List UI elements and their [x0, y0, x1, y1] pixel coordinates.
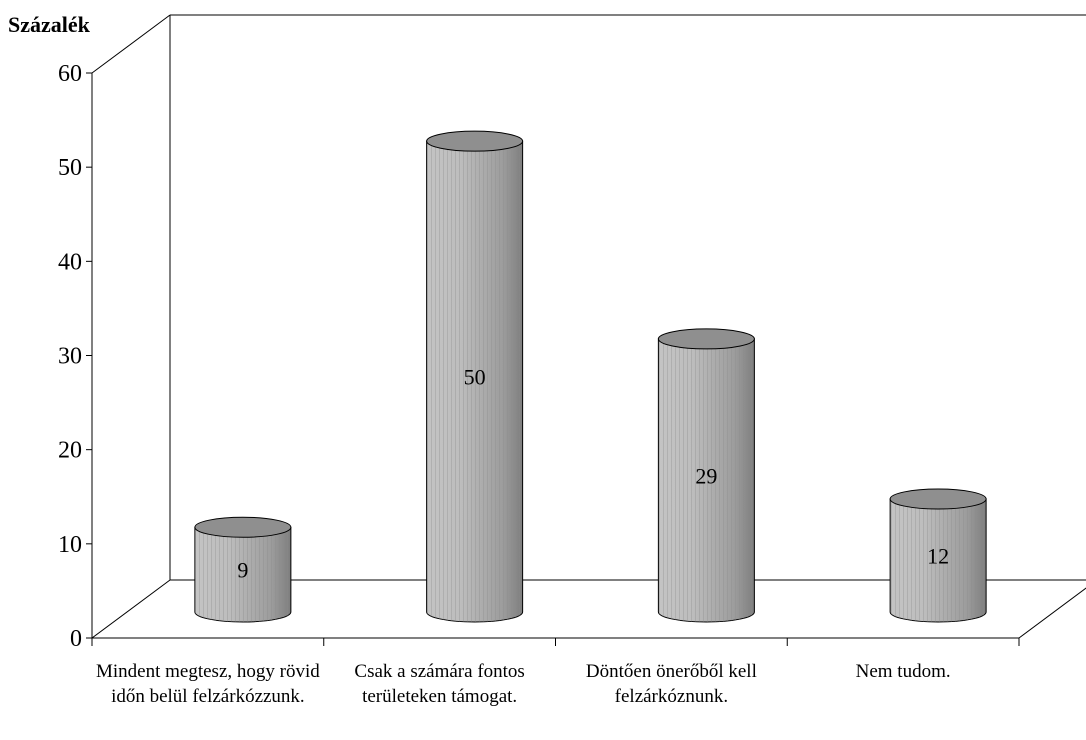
- data-labels: 9 50 29 12: [237, 365, 949, 583]
- x-category-label: Döntően önerőből kell felzárkóznunk.: [585, 661, 757, 707]
- y-axis: 0 10 20 30 40 50 60: [58, 61, 93, 652]
- y-tick-label: 0: [70, 626, 82, 652]
- y-axis-title: Százalék: [8, 12, 90, 37]
- y-tick-label: 20: [58, 438, 82, 464]
- floor-left-edge: [91, 579, 171, 639]
- chart-frame: [91, 14, 1086, 639]
- wall-diagonal-top: [91, 14, 171, 74]
- y-tick-label: 30: [58, 344, 82, 370]
- data-label: 12: [927, 544, 949, 569]
- bar-cylinder: [194, 516, 292, 623]
- x-axis: [91, 637, 1020, 646]
- bar-shading: [426, 141, 523, 622]
- bar-top: [426, 130, 524, 152]
- y-tick-label: 40: [58, 249, 82, 275]
- y-tick-label: 10: [58, 532, 82, 558]
- bar-series: [194, 130, 987, 623]
- bar-top: [657, 328, 755, 350]
- x-category-label: Nem tudom.: [855, 661, 951, 682]
- bar-shading: [658, 338, 755, 622]
- bar-cylinder: [426, 130, 524, 623]
- data-label: 50: [464, 365, 486, 390]
- bar-shading: [194, 527, 291, 622]
- data-label: 29: [695, 463, 717, 488]
- x-category-label: Mindent megtesz, hogy rövid időn belül f…: [96, 661, 320, 707]
- bar-cylinder: [889, 488, 987, 623]
- bar-top: [194, 516, 292, 538]
- bar-top: [889, 488, 987, 510]
- data-label: 9: [237, 558, 248, 583]
- floor-right-edge: [1018, 587, 1086, 639]
- y-tick-label: 50: [58, 155, 82, 181]
- y-tick-label: 60: [58, 61, 82, 87]
- bar-shading: [890, 499, 987, 622]
- x-category-label: Csak a számára fontos területeken támoga…: [354, 661, 525, 707]
- bar-cylinder: [657, 328, 755, 623]
